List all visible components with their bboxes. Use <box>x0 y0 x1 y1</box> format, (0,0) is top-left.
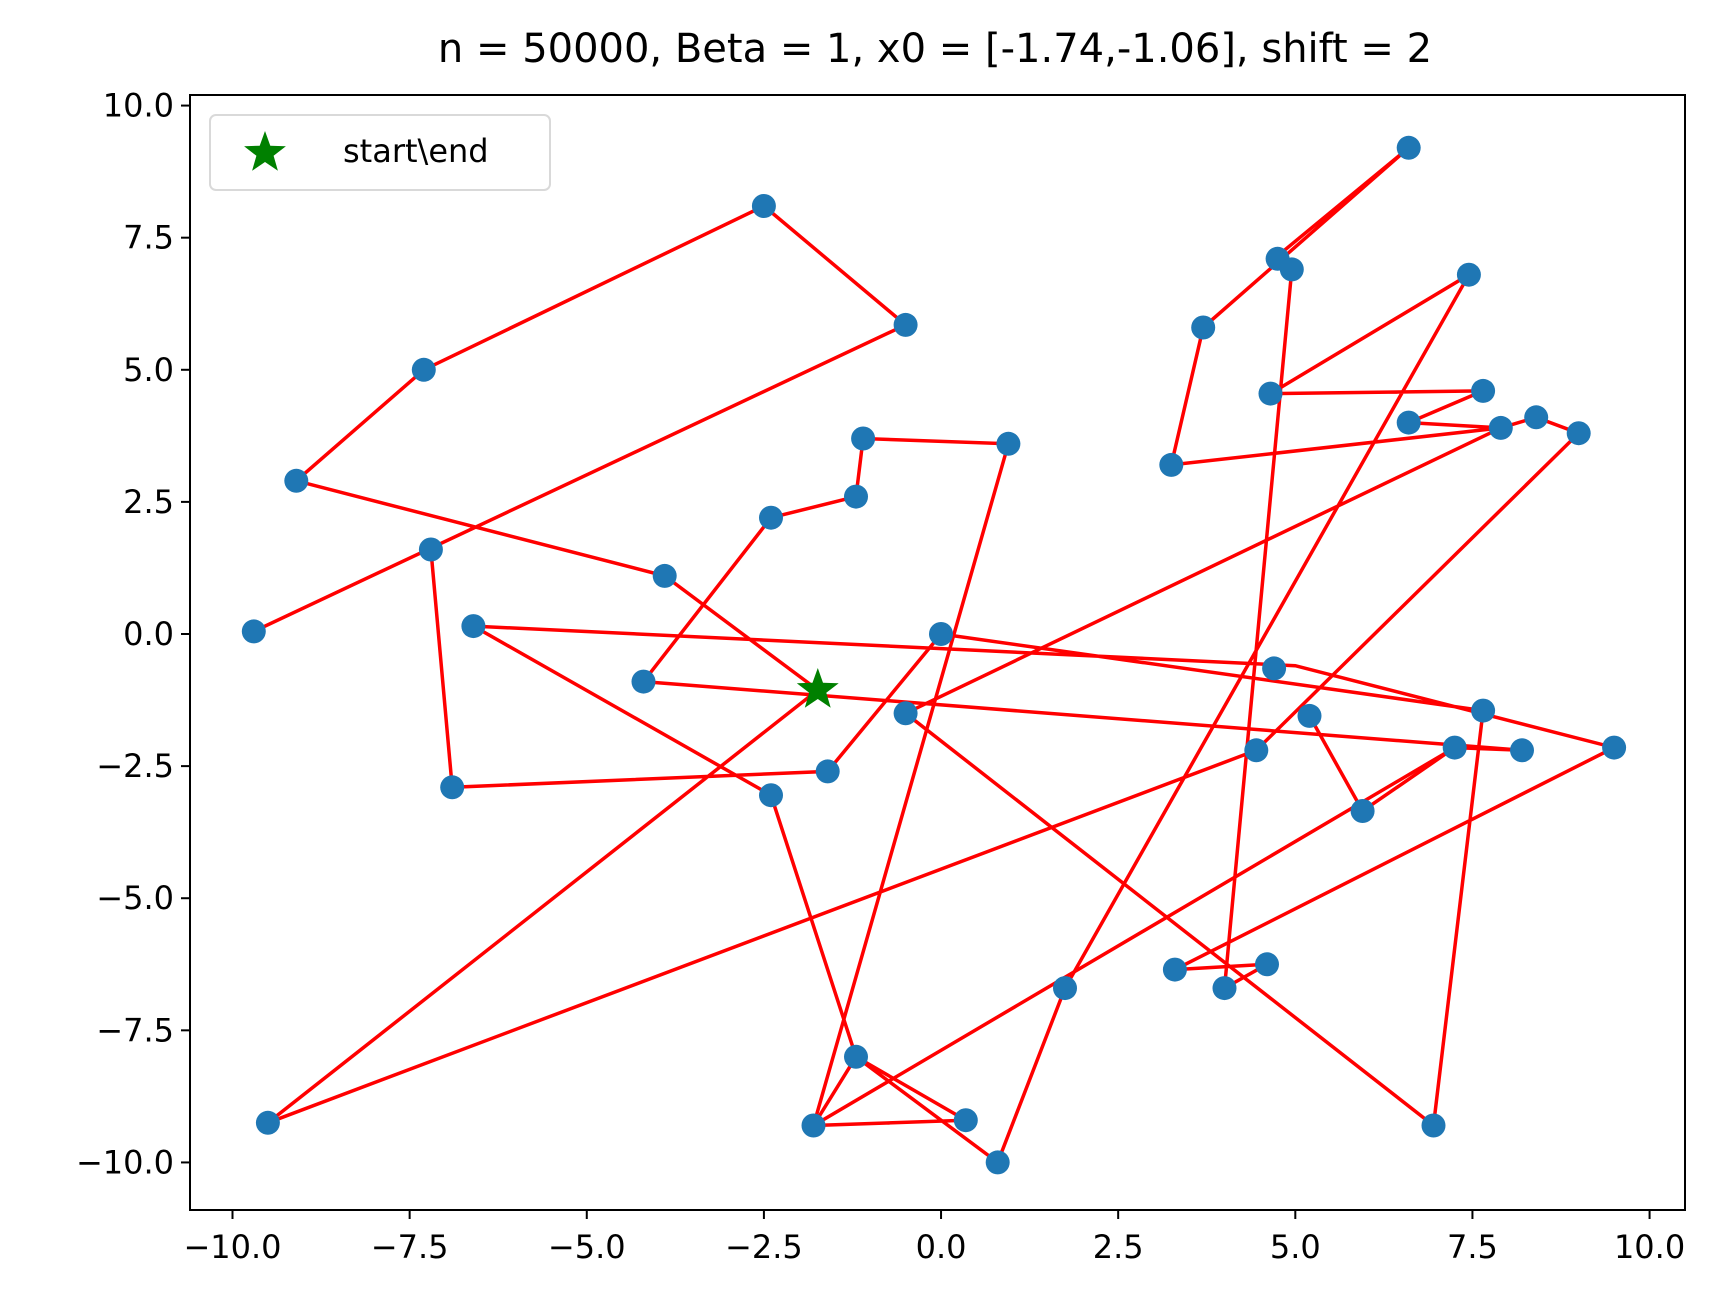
data-point <box>801 1113 826 1138</box>
y-tick-label: −7.5 <box>96 1011 174 1049</box>
data-point <box>815 759 840 784</box>
start-end-marker-group <box>796 668 839 708</box>
y-tick-label: 0.0 <box>123 615 174 653</box>
data-point <box>1262 656 1287 681</box>
data-point <box>1297 703 1322 728</box>
data-point <box>1471 698 1496 723</box>
data-point <box>1566 421 1591 446</box>
data-point <box>844 1044 868 1069</box>
data-point <box>1488 415 1513 440</box>
data-point <box>461 614 486 639</box>
data-point <box>440 775 465 800</box>
data-point <box>759 505 783 530</box>
x-tick-label: 5.0 <box>1270 1228 1321 1266</box>
x-axis: −10.0 −7.5 −5.0 −2.5 0.0 2.5 5.0 7.5 10.0 <box>183 1210 1685 1266</box>
path-line-path2 <box>266 146 1620 1166</box>
chart-title: n = 50000, Beta = 1, x0 = [-1.74,-1.06],… <box>438 26 1432 72</box>
data-point <box>1510 738 1534 763</box>
x-tick-label: 10.0 <box>1614 1228 1685 1266</box>
data-point <box>1258 381 1283 406</box>
data-point <box>1255 952 1279 977</box>
data-point <box>255 1110 280 1135</box>
data-point <box>1421 1113 1446 1138</box>
data-point <box>1191 315 1216 340</box>
y-axis: −10.0 −7.5 −5.0 −2.5 0.0 2.5 5.0 7.5 10.0 <box>76 87 190 1181</box>
y-tick-label: 2.5 <box>123 483 174 521</box>
data-point <box>418 537 443 562</box>
x-tick-label: 0.0 <box>916 1228 967 1266</box>
legend-label-start-end: start\end <box>343 132 489 170</box>
start-end-marker <box>796 668 839 708</box>
data-point <box>1162 957 1187 982</box>
data-point <box>284 468 309 493</box>
legend-star-icon <box>244 131 286 171</box>
x-tick-label: 2.5 <box>1093 1228 1144 1266</box>
data-point <box>1244 738 1269 763</box>
data-point <box>996 431 1021 456</box>
y-tick-label: −2.5 <box>96 747 174 785</box>
data-point <box>1053 976 1077 1001</box>
data-point <box>844 484 868 509</box>
legend: start\end <box>209 114 551 191</box>
data-point <box>1471 378 1496 403</box>
data-points <box>241 135 1627 1175</box>
data-point <box>893 312 918 337</box>
x-tick-label: −5.0 <box>548 1228 626 1266</box>
data-point <box>1396 410 1421 435</box>
legend-star-marker <box>244 131 286 171</box>
y-tick-label: 5.0 <box>123 351 174 389</box>
y-tick-label: 10.0 <box>103 87 174 125</box>
plot-area-frame <box>189 94 1686 1211</box>
data-point <box>631 669 656 694</box>
y-tick-label: −5.0 <box>96 879 174 917</box>
data-point <box>241 619 266 644</box>
data-point <box>929 622 953 646</box>
data-point <box>851 426 876 451</box>
data-point <box>1212 976 1237 1001</box>
data-point <box>751 194 776 218</box>
y-tick-label: −10.0 <box>76 1143 174 1181</box>
data-point <box>1350 799 1375 823</box>
data-point <box>411 357 436 382</box>
data-point <box>759 783 783 808</box>
legend-box <box>209 114 551 191</box>
data-point <box>1396 135 1421 160</box>
y-tick-label: 7.5 <box>123 219 174 257</box>
data-point <box>1279 257 1304 282</box>
data-point <box>893 701 918 726</box>
data-point <box>1524 405 1549 430</box>
data-point <box>1456 262 1481 287</box>
x-tick-label: −2.5 <box>725 1228 803 1266</box>
data-point <box>1602 735 1627 760</box>
x-tick-label: 7.5 <box>1447 1228 1498 1266</box>
data-point <box>953 1108 978 1133</box>
data-point <box>652 563 677 588</box>
x-tick-label: −10.0 <box>183 1228 281 1266</box>
data-point <box>1442 735 1467 760</box>
x-tick-label: −7.5 <box>371 1228 449 1266</box>
data-point <box>1159 452 1184 477</box>
data-point <box>985 1150 1010 1175</box>
